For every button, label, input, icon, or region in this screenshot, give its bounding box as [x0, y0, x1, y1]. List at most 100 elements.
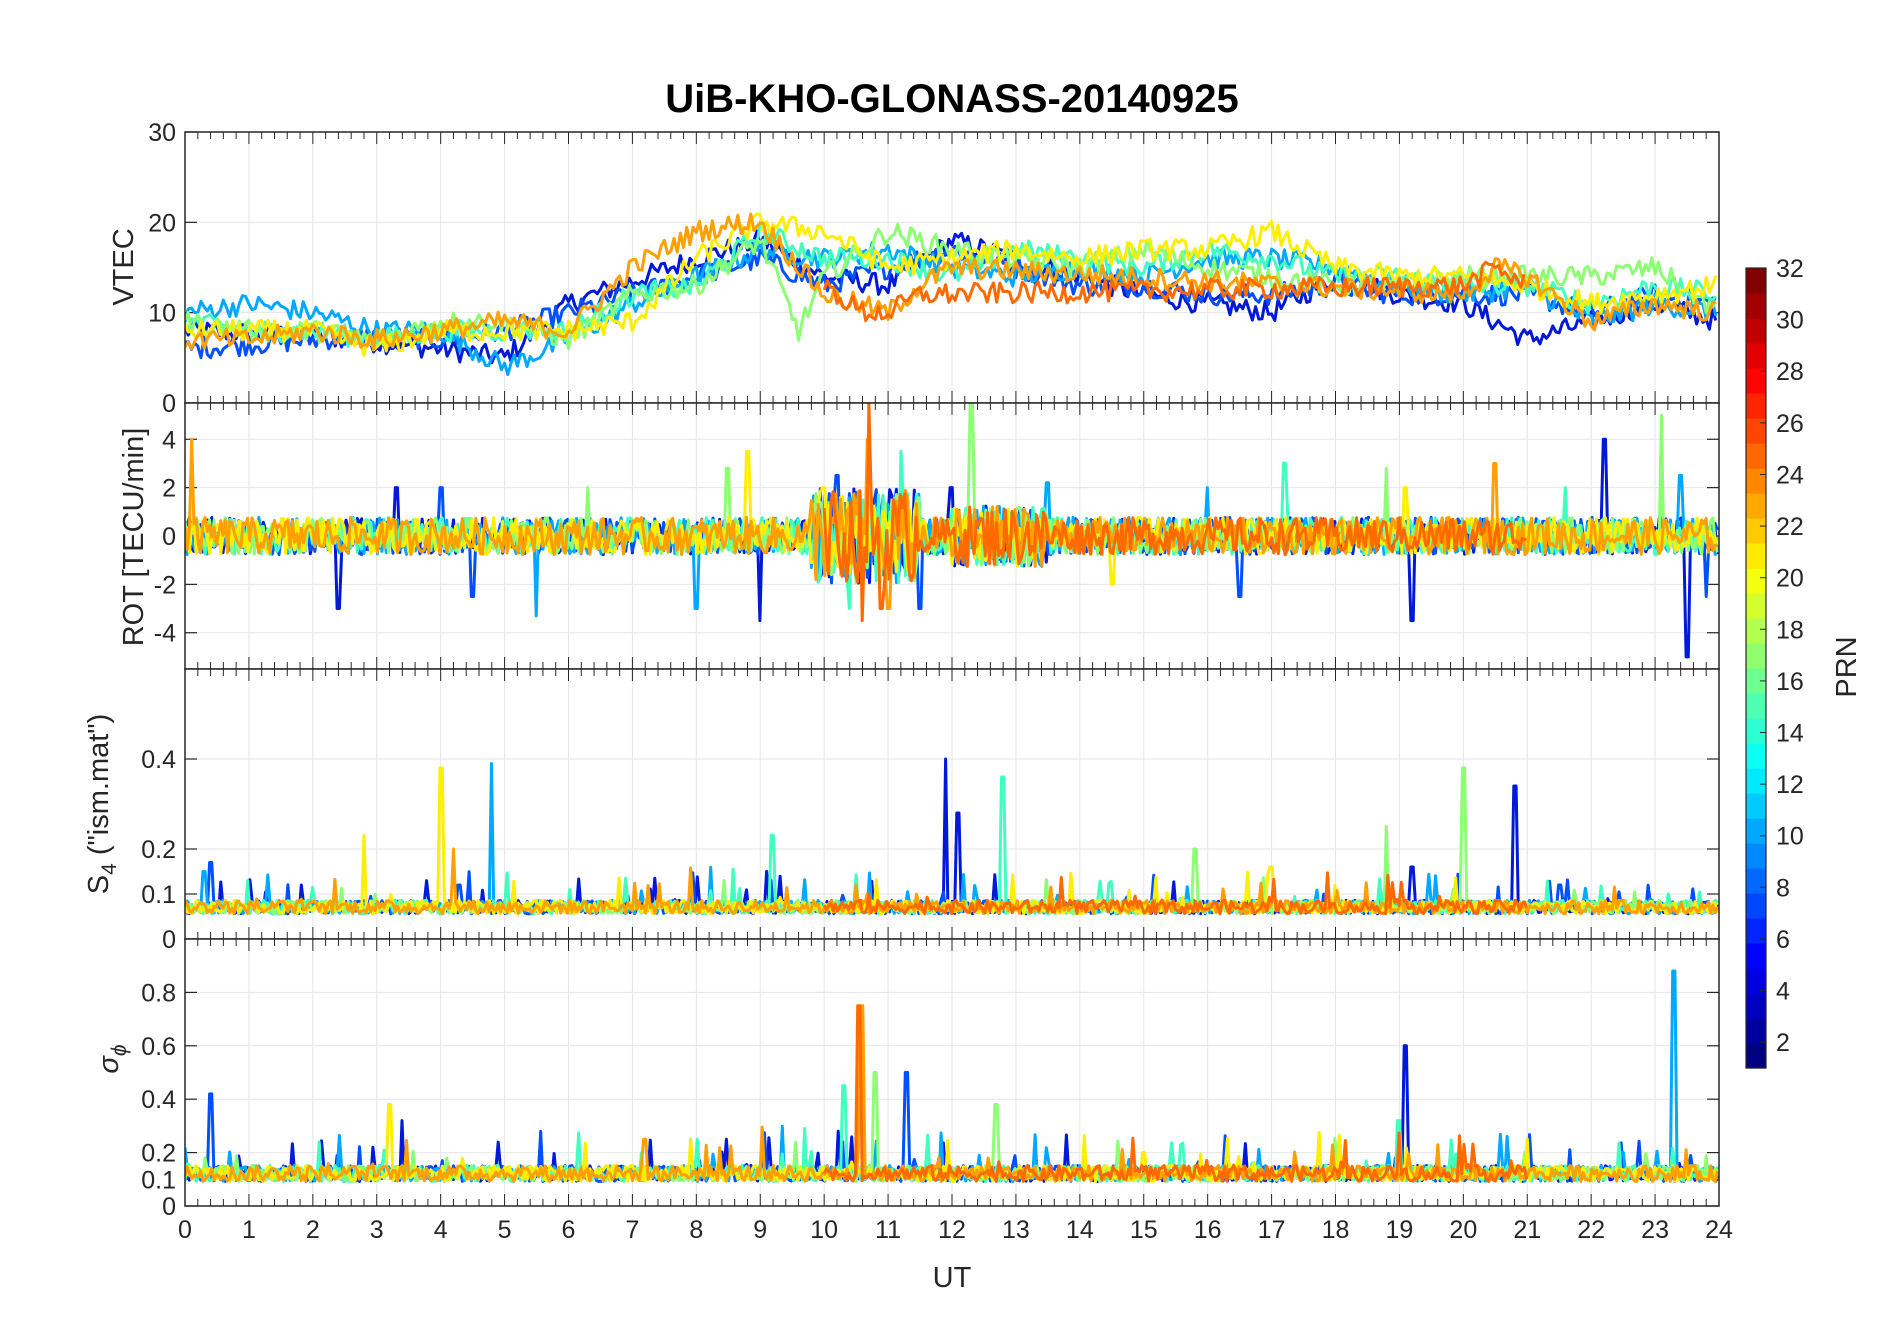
- xtick-label: 11: [875, 1216, 901, 1244]
- s4-ytick-label: 0: [162, 926, 176, 954]
- colorbar-swatch: [1746, 968, 1766, 994]
- xtick-label: 21: [1513, 1216, 1541, 1244]
- colorbar-tick-label: 16: [1776, 668, 1804, 696]
- sigma-ylabel-main: σ: [93, 1055, 125, 1074]
- xtick-label: 10: [810, 1216, 838, 1244]
- colorbar-swatch: [1746, 368, 1766, 394]
- x-axis-label: UT: [933, 1262, 972, 1294]
- xtick-label: 4: [434, 1216, 448, 1244]
- xtick-label: 13: [1002, 1216, 1030, 1244]
- s4-ylabel-main: S: [83, 875, 115, 894]
- xtick-label: 3: [370, 1216, 384, 1244]
- colorbar-swatch: [1746, 518, 1766, 544]
- colorbar-swatch: [1746, 618, 1766, 644]
- vtec-series-prn-23: [185, 212, 1717, 351]
- colorbar-swatch: [1746, 293, 1766, 319]
- colorbar-swatch: [1746, 1043, 1766, 1069]
- sigma-series-group: [185, 969, 1719, 1183]
- sigma-ytick-label: 0.1: [141, 1166, 176, 1194]
- rot-panel: -4 -2 0 2 4: [154, 402, 1720, 670]
- sigma-ytick-label: 0.2: [141, 1140, 176, 1168]
- colorbar-swatch: [1746, 668, 1766, 694]
- xtick-label: 23: [1641, 1216, 1669, 1244]
- colorbar-swatch: [1746, 893, 1766, 919]
- colorbar-swatch: [1746, 443, 1766, 469]
- colorbar-swatch: [1746, 318, 1766, 344]
- colorbar-tick-label: 32: [1776, 255, 1804, 283]
- xtick-label: 18: [1322, 1216, 1350, 1244]
- xtick-label: 12: [938, 1216, 966, 1244]
- sigma-frame: [184, 938, 1720, 1207]
- colorbar-swatch: [1746, 793, 1766, 819]
- colorbar-tick-label: 4: [1776, 978, 1790, 1006]
- s4-ylabel-rest: ("ism.mat"): [83, 714, 115, 863]
- colorbar-swatch: [1746, 343, 1766, 369]
- colorbar-tick-label: 22: [1776, 513, 1804, 541]
- rot-series-prn-25: [822, 403, 1527, 623]
- colorbar-swatch: [1746, 393, 1766, 419]
- s4-ytick-label: 0.4: [141, 746, 176, 774]
- xtick-label: 19: [1386, 1216, 1414, 1244]
- colorbar-swatch: [1746, 568, 1766, 594]
- xtick-label: 0: [178, 1216, 192, 1244]
- sigma-ylabel: σϕ: [93, 1044, 131, 1073]
- vtec-series-prn-25: [822, 260, 1526, 323]
- colorbar-swatch: [1746, 418, 1766, 444]
- xtick-label: 1: [242, 1216, 256, 1244]
- xtick-label: 16: [1194, 1216, 1222, 1244]
- rot-ytick-label: -4: [154, 620, 176, 648]
- colorbar-swatch: [1746, 593, 1766, 619]
- s4-ytick-label: 0.2: [141, 836, 176, 864]
- colorbar-tick-label: 10: [1776, 823, 1804, 851]
- colorbar-swatch: [1746, 493, 1766, 519]
- colorbar-tick-label: 14: [1776, 720, 1804, 748]
- vtec-ylabel: VTEC: [108, 228, 140, 305]
- sigma-ytick-label: 0.4: [141, 1086, 176, 1114]
- colorbar-tick-label: 26: [1776, 410, 1804, 438]
- vtec-series-prn-20: [185, 212, 1718, 357]
- rot-ytick-label: 0: [162, 523, 176, 551]
- colorbar-swatch: [1746, 993, 1766, 1019]
- s4-series-prn-25: [822, 871, 1528, 916]
- colorbar-tick-label: 24: [1776, 461, 1804, 489]
- xtick-label: 9: [753, 1216, 767, 1244]
- colorbar-tick-label: 18: [1776, 616, 1804, 644]
- colorbar-tick-label: 12: [1776, 771, 1804, 799]
- colorbar-swatch: [1746, 643, 1766, 669]
- colorbar-swatch: [1746, 718, 1766, 744]
- colorbar-swatch: [1746, 768, 1766, 794]
- colorbar-swatch: [1746, 943, 1766, 969]
- xtick-label: 7: [625, 1216, 639, 1244]
- colorbar-swatch: [1746, 743, 1766, 769]
- s4-ytick-label: 0.1: [141, 881, 176, 909]
- s4-ylabel-sub: 4: [98, 863, 121, 875]
- sigma-series-prn-25: [822, 1004, 1529, 1183]
- xtick-label: 6: [562, 1216, 576, 1244]
- s4-panel: 0 0.1 0.2 0.4: [141, 668, 1720, 954]
- sigma-ytick-label: 0: [162, 1193, 176, 1221]
- xtick-label: 22: [1577, 1216, 1605, 1244]
- colorbar-frame: [1745, 267, 1767, 1069]
- rot-ytick-label: 2: [162, 475, 176, 503]
- xtick-label: 20: [1449, 1216, 1477, 1244]
- sigma-ylabel-sub: ϕ: [108, 1044, 131, 1056]
- vtec-series-group: [185, 212, 1718, 377]
- colorbar-swatch: [1746, 818, 1766, 844]
- s4-ylabel: S4 ("ism.mat"): [83, 714, 121, 895]
- colorbar-swatch: [1746, 268, 1766, 294]
- rot-series-group: [185, 403, 1719, 659]
- xtick-label: 15: [1130, 1216, 1158, 1244]
- colorbar-label: PRN: [1831, 636, 1863, 697]
- colorbar-tick-label: 28: [1776, 358, 1804, 386]
- colorbar-swatch: [1746, 468, 1766, 494]
- rot-ytick-label: -2: [154, 571, 176, 599]
- xtick-label: 17: [1258, 1216, 1286, 1244]
- colorbar-tick-label: 2: [1776, 1029, 1790, 1057]
- colorbar-tick-label: 20: [1776, 565, 1804, 593]
- vtec-ytick-label: 10: [148, 300, 176, 328]
- sigma-panel: 00.10.20.40.60.80 1 2 3 4 5 6 7 8 9 10 11 12 13 14 15 16…: [141, 938, 1733, 1244]
- s4-series-group: [185, 757, 1719, 916]
- colorbar-swatch: [1746, 1018, 1766, 1044]
- sigma-ytick-label: 0.6: [141, 1033, 176, 1061]
